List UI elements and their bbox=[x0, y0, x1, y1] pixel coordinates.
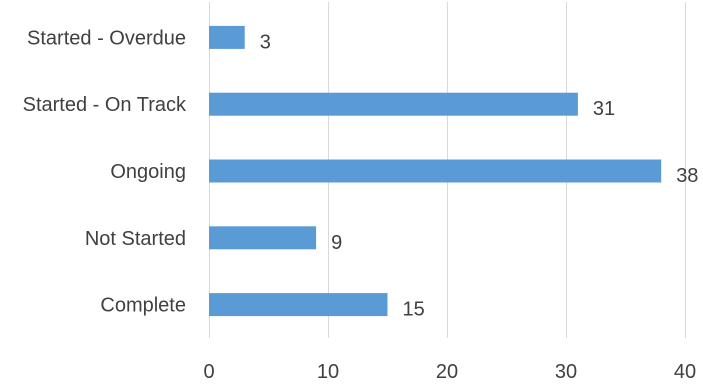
category-label: Not Started bbox=[85, 228, 186, 250]
bar-ongoing bbox=[209, 159, 662, 183]
x-tick-label-30: 30 bbox=[555, 361, 577, 383]
x-axis-ticks: 0 10 20 30 40 bbox=[203, 361, 696, 383]
data-label: 3 bbox=[260, 31, 271, 53]
data-label: 38 bbox=[676, 165, 698, 187]
data-label: 15 bbox=[403, 299, 425, 321]
data-label: 31 bbox=[593, 98, 615, 120]
category-label: Started - Overdue bbox=[27, 27, 186, 49]
x-tick-label-0: 0 bbox=[203, 361, 214, 383]
category-labels: Started - Overdue Started - On Track Ongoi… bbox=[23, 27, 187, 316]
data-labels: 3 31 38 9 15 bbox=[260, 31, 699, 320]
category-label: Started - On Track bbox=[23, 94, 187, 116]
bars bbox=[209, 25, 662, 317]
bar-complete bbox=[209, 293, 388, 317]
category-label: Complete bbox=[100, 295, 186, 317]
bar-not-started bbox=[209, 226, 317, 250]
bar-started-overdue bbox=[209, 25, 245, 49]
x-tick-label-40: 40 bbox=[674, 361, 696, 383]
bar-started-on-track bbox=[209, 92, 578, 116]
x-tick-label-20: 20 bbox=[436, 361, 458, 383]
x-tick-label-10: 10 bbox=[317, 361, 339, 383]
data-label: 9 bbox=[331, 232, 342, 254]
category-label: Ongoing bbox=[110, 161, 186, 183]
